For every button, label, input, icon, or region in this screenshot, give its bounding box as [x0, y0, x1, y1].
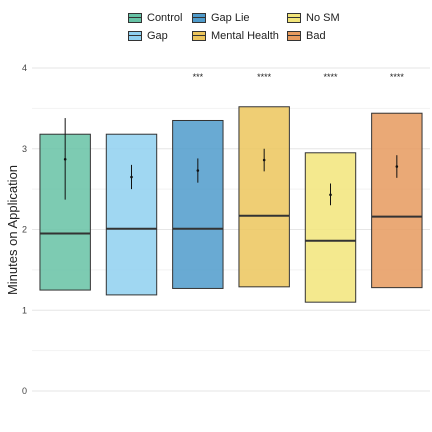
y-axis: 0 1 2 3 4: [22, 63, 27, 396]
box: [371, 112, 423, 289]
legend-key: [192, 13, 206, 23]
box: [172, 119, 224, 289]
mean-point: [196, 169, 200, 172]
mean-point: [262, 158, 266, 162]
legend-label: Bad: [306, 30, 326, 42]
legend-label: Mental Health: [211, 30, 279, 42]
box: [238, 106, 290, 288]
legend-item: Control: [128, 12, 182, 24]
legend-item: Gap: [128, 30, 168, 42]
box: [304, 152, 357, 303]
box-group: ****: [238, 72, 290, 288]
legend-key: [287, 13, 301, 23]
y-axis-label: Minutes on Application: [5, 165, 20, 295]
box: [105, 133, 158, 296]
box-group: [39, 118, 91, 291]
mean-point: [63, 157, 67, 161]
y-tick-label: 2: [22, 225, 27, 235]
legend-item: Bad: [287, 30, 326, 42]
legend-label: Control: [147, 12, 183, 24]
boxes: *** **** **** ****: [39, 72, 423, 303]
box-group: [105, 133, 158, 296]
legend-key: [128, 13, 142, 23]
legend-key: [287, 31, 301, 41]
legend-label: No SM: [306, 12, 340, 24]
box-group: ****: [304, 72, 357, 303]
y-tick-label: 0: [22, 386, 27, 396]
y-tick-label: 3: [22, 144, 27, 154]
box-group: ***: [172, 72, 224, 289]
y-tick-label: 1: [22, 305, 27, 315]
significance-label: ***: [193, 72, 204, 82]
mean-point: [130, 175, 133, 179]
legend-label: Gap Lie: [211, 12, 250, 24]
legend-label: Gap: [147, 30, 168, 42]
box-group: ****: [371, 72, 423, 289]
mean-point: [395, 165, 399, 168]
significance-label: ****: [323, 72, 338, 82]
significance-label: ****: [257, 72, 272, 82]
legend-item: Mental Health: [192, 30, 279, 42]
grid: [32, 67, 430, 392]
y-tick-label: 4: [22, 63, 27, 73]
legend-key: [192, 31, 206, 41]
legend-item: No SM: [287, 12, 340, 24]
significance-label: ****: [390, 72, 405, 82]
legend-key: [128, 31, 142, 41]
mean-point: [329, 193, 332, 197]
legend-item: Gap Lie: [192, 12, 250, 24]
